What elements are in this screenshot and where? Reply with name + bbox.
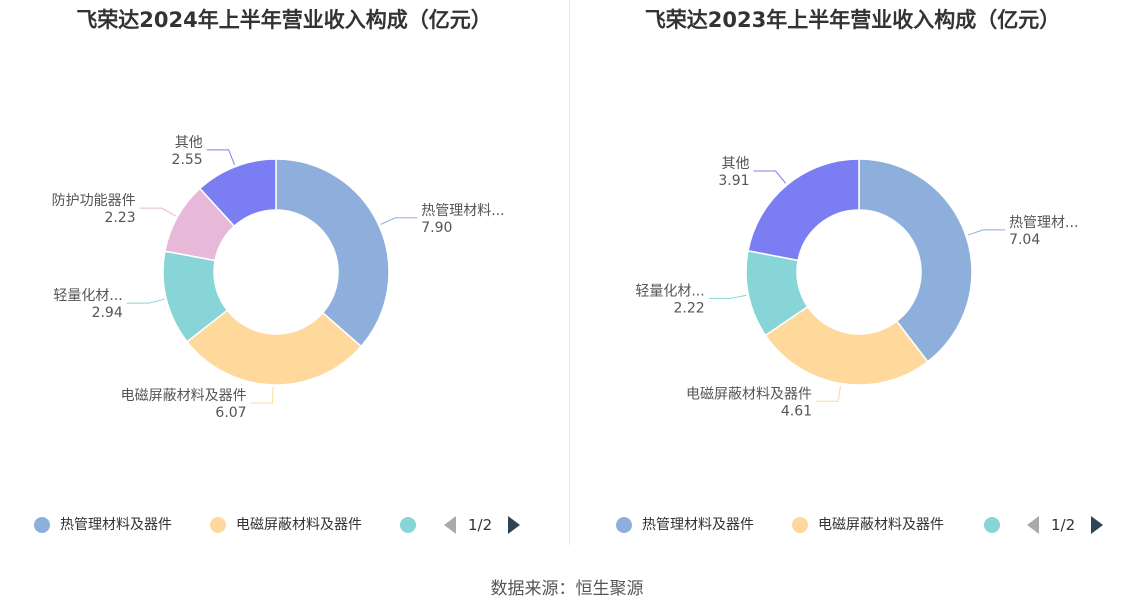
slice-label: 电磁屏蔽材料及器件 bbox=[686, 386, 812, 402]
slice-value-label: 2.55 bbox=[172, 152, 203, 168]
legend-dot bbox=[616, 517, 632, 533]
slice-value-label: 2.94 bbox=[92, 305, 123, 321]
chart-legend: 热管理材料及器件 电磁屏蔽材料及器件 1/2 bbox=[0, 512, 568, 538]
label-leader-line bbox=[126, 298, 165, 304]
legend-dot bbox=[984, 517, 1000, 533]
legend-label: 热管理材料及器件 bbox=[642, 517, 754, 533]
pager-prev-icon[interactable] bbox=[444, 516, 456, 534]
label-leader-line bbox=[816, 385, 842, 402]
label-leader-line bbox=[139, 207, 176, 217]
pie-slice[interactable] bbox=[198, 158, 277, 228]
chart-title: 飞荣达2023年上半年营业收入构成（亿元） bbox=[644, 8, 1061, 32]
label-leader-line bbox=[967, 229, 1006, 236]
pager-next-icon[interactable] bbox=[1091, 516, 1103, 534]
legend-label: 电磁屏蔽材料及器件 bbox=[818, 517, 944, 533]
label-leader-line bbox=[753, 170, 787, 184]
pie-slice[interactable] bbox=[858, 158, 973, 363]
legend-dot bbox=[400, 517, 416, 533]
slice-label: 其他 bbox=[722, 156, 750, 172]
slice-value-label: 2.23 bbox=[104, 210, 135, 226]
chart-panel-2023: 飞荣达2023年上半年营业收入构成（亿元） 热管理材... 7.04 电磁屏蔽材料及… bbox=[571, 0, 1134, 545]
label-leader-line bbox=[206, 149, 235, 165]
pager-next-icon[interactable] bbox=[508, 516, 520, 534]
slice-label: 轻量化材... bbox=[635, 283, 704, 299]
slice-label: 热管理材... bbox=[1009, 215, 1078, 231]
pie-slice[interactable] bbox=[275, 158, 390, 348]
pie-slice[interactable] bbox=[747, 158, 860, 262]
slice-value-label: 4.61 bbox=[781, 403, 812, 419]
pager-text: 1/2 bbox=[468, 516, 493, 534]
data-source: 数据来源：恒生聚源 bbox=[490, 579, 644, 599]
pie-slice[interactable] bbox=[186, 309, 363, 386]
label-leader-line bbox=[380, 217, 418, 225]
slice-value-label: 3.91 bbox=[718, 173, 749, 189]
slice-label: 电磁屏蔽材料及器件 bbox=[121, 388, 247, 404]
slice-label: 其他 bbox=[175, 135, 203, 151]
slice-value-label: 2.22 bbox=[674, 300, 705, 316]
pager-prev-icon[interactable] bbox=[1027, 516, 1039, 534]
legend-label: 电磁屏蔽材料及器件 bbox=[236, 517, 362, 533]
label-leader-line bbox=[708, 294, 747, 299]
legend-dot bbox=[34, 517, 50, 533]
slice-value-label: 6.07 bbox=[215, 405, 246, 421]
chart-legend: 热管理材料及器件 电磁屏蔽材料及器件 1/2 bbox=[571, 512, 1134, 538]
chart-panel-2024: 飞荣达2024年上半年营业收入构成（亿元） 热管理材料... 7.90 电磁屏蔽材料… bbox=[0, 0, 568, 545]
pager-text: 1/2 bbox=[1051, 516, 1076, 534]
pie-slice[interactable] bbox=[764, 305, 929, 386]
slice-label: 轻量化材... bbox=[53, 288, 122, 304]
legend-label: 热管理材料及器件 bbox=[60, 517, 172, 533]
panel-divider bbox=[569, 0, 570, 545]
slice-label: 热管理材料... bbox=[421, 203, 504, 219]
chart-title: 飞荣达2024年上半年营业收入构成（亿元） bbox=[76, 8, 492, 32]
slice-value-label: 7.04 bbox=[1009, 232, 1040, 248]
legend-dot bbox=[210, 517, 226, 533]
label-leader-line bbox=[250, 386, 274, 404]
legend-dot bbox=[792, 517, 808, 533]
slice-label: 防护功能器件 bbox=[52, 193, 136, 209]
slice-value-label: 7.90 bbox=[421, 220, 452, 236]
